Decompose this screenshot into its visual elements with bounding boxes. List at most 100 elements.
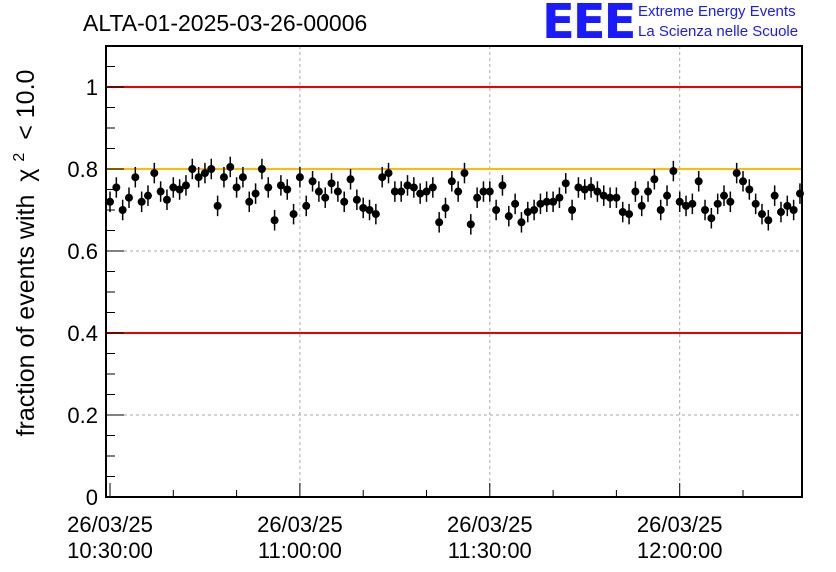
y-tick-label: 0.6	[67, 239, 98, 264]
data-point	[498, 181, 507, 190]
y-axis-title: fraction of events with χ 2 < 10.0	[2, 70, 40, 437]
data-point	[226, 162, 235, 171]
data-point	[169, 183, 178, 192]
data-point	[403, 181, 412, 190]
data-point	[359, 203, 368, 212]
data-point	[599, 191, 608, 200]
data-point	[131, 173, 140, 182]
data-point	[789, 206, 798, 214]
x-tick-label-date: 26/03/25	[447, 512, 533, 537]
data-point	[492, 206, 501, 214]
data-point	[308, 177, 317, 186]
data-point	[511, 199, 520, 208]
data-point	[441, 203, 450, 212]
x-tick-label-date: 26/03/25	[257, 512, 343, 537]
data-point	[688, 199, 697, 208]
x-tick-label-date: 26/03/25	[637, 512, 723, 537]
data-point	[257, 165, 266, 173]
grid-layer	[106, 46, 802, 497]
data-point	[270, 216, 279, 225]
data-point	[650, 175, 659, 184]
data-point	[276, 181, 285, 190]
data-point	[232, 183, 241, 192]
data-point	[612, 193, 621, 202]
data-point	[466, 220, 475, 229]
data-points	[106, 156, 804, 235]
data-point	[694, 177, 703, 186]
data-point	[156, 187, 165, 196]
data-point	[536, 199, 545, 208]
data-point	[561, 179, 570, 188]
page-title: ALTA-01-2025-03-26-00006	[83, 10, 368, 36]
y-axis-title-symbol: χ	[12, 169, 40, 182]
y-tick-label: 0.8	[67, 157, 98, 182]
data-point	[124, 193, 133, 202]
data-point	[213, 201, 222, 210]
axis-ticks	[106, 45, 744, 498]
data-point	[340, 197, 349, 206]
logo-line-1: Extreme Energy Events	[638, 3, 796, 20]
data-point	[637, 201, 646, 210]
data-point	[574, 183, 583, 192]
data-point	[194, 173, 203, 182]
data-point	[707, 214, 716, 223]
data-point	[289, 210, 298, 219]
data-point	[713, 199, 722, 208]
x-tick-label-time: 11:30:00	[448, 538, 532, 563]
x-tick-label-time: 12:00:00	[637, 538, 723, 563]
data-point	[606, 193, 615, 202]
data-point	[390, 187, 399, 196]
eee-logo: EEE	[542, 0, 636, 50]
data-point	[428, 183, 437, 192]
data-point	[302, 201, 311, 210]
data-point	[188, 165, 197, 173]
data-point	[409, 183, 418, 192]
y-axis-title-exponent: 2	[11, 153, 28, 162]
x-tick-label-time: 10:30:00	[67, 538, 153, 563]
data-point	[618, 208, 627, 217]
data-point	[460, 169, 469, 178]
data-point	[283, 185, 292, 194]
y-tick-label: 0	[86, 485, 98, 510]
data-point	[555, 193, 564, 202]
data-point	[219, 173, 228, 182]
threshold-lines	[106, 86, 802, 334]
data-point	[732, 169, 741, 178]
data-point	[745, 185, 754, 194]
data-point	[112, 183, 121, 192]
data-point	[352, 195, 361, 204]
data-point	[295, 173, 304, 182]
data-point	[669, 167, 678, 176]
data-point	[416, 189, 425, 198]
data-point	[327, 179, 336, 188]
data-point	[517, 218, 526, 227]
data-point	[106, 197, 114, 206]
plot-frame	[105, 45, 803, 498]
data-point	[682, 201, 691, 210]
logo-line-2: La Scienza nelle Scuole	[638, 23, 799, 40]
data-point	[371, 210, 380, 219]
data-point	[663, 191, 672, 200]
data-point	[397, 187, 406, 196]
data-point	[542, 197, 551, 206]
data-point	[549, 197, 558, 206]
data-point	[118, 206, 127, 214]
data-point	[739, 177, 747, 186]
y-tick-label: 0.2	[67, 403, 98, 428]
data-point	[365, 206, 374, 214]
data-point	[143, 191, 152, 200]
data-point	[523, 208, 532, 217]
data-point	[137, 197, 146, 206]
x-tick-label-time: 11:00:00	[258, 538, 342, 563]
data-point	[530, 206, 539, 214]
data-point	[346, 175, 355, 184]
data-point	[656, 206, 665, 214]
data-point	[783, 201, 792, 210]
data-point	[631, 187, 640, 196]
data-point	[422, 187, 431, 196]
data-point	[321, 193, 330, 202]
data-point	[568, 206, 577, 214]
data-point	[314, 187, 323, 196]
x-tick-label-date: 26/03/25	[67, 512, 153, 537]
data-point	[593, 187, 602, 196]
